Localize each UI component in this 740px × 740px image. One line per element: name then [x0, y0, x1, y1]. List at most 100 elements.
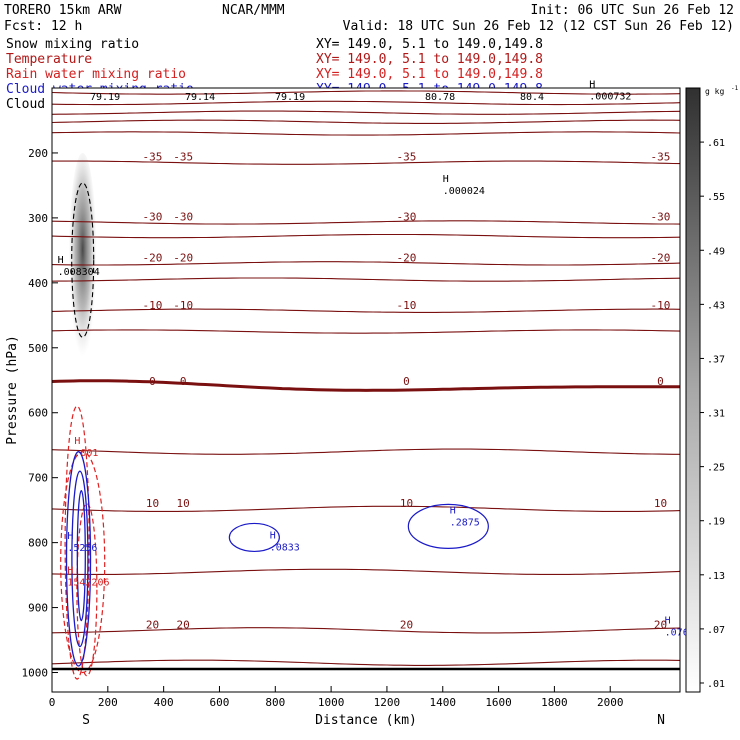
field-coords: XY= 149.0, 5.1 to 149.0,149.8 [316, 67, 543, 82]
temperature-contours: -35 -35 -35 -35-30 -30 -30 -30-20 -20 -20 -20-10-… [51, 90, 681, 666]
rain-contour [60, 451, 106, 674]
colorbar-tick-label: .49 [707, 246, 725, 257]
x-tick-label: 200 [98, 696, 118, 709]
x-tick-label: 0 [49, 696, 56, 709]
y-tick-label: 300 [28, 212, 48, 225]
isotherm-line [51, 308, 681, 313]
max-value-label: .5256 [67, 543, 97, 554]
max-marker: H [74, 436, 80, 447]
isotherm-label: 10 [177, 497, 190, 510]
init-time: Init: 06 UTC Sun 26 Feb 12 [531, 3, 735, 18]
x-tick-label: 1200 [374, 696, 401, 709]
endpoint-left: S [82, 713, 90, 728]
y-tick-label: 500 [28, 342, 48, 355]
y-tick-label: 900 [28, 602, 48, 615]
x-tick-label: 2000 [597, 696, 624, 709]
colorbar-tick-label: .61 [707, 138, 725, 149]
isotherm-label: 10 [654, 497, 667, 510]
max-marker: H [665, 615, 671, 626]
isotherm-line [51, 220, 681, 225]
y-tick-label: 800 [28, 537, 48, 550]
isotherm-line [51, 100, 681, 106]
max-marker: H [450, 506, 456, 517]
max-value-label: .000732 [589, 92, 631, 103]
isotherm-label: -30 [651, 210, 671, 223]
isotherm-label: 20 [400, 618, 413, 631]
isotherm-label: -30 [143, 210, 163, 223]
max-value-label: .001 [74, 448, 98, 459]
isotherm-label: 0 [657, 375, 664, 388]
x-tick-label: 1400 [430, 696, 457, 709]
cloud-water-contours [65, 451, 489, 667]
y-tick-label: 400 [28, 277, 48, 290]
isotherm-label: 0 [180, 375, 187, 388]
top-row-value: 80.4 [520, 92, 544, 103]
snow-shading-column [68, 152, 97, 368]
colorbar-tick-label: .07 [707, 625, 725, 636]
isotherm-line [51, 119, 681, 124]
isotherm-line [51, 131, 681, 136]
rain-contours [60, 405, 106, 680]
isotherm-line [51, 329, 681, 334]
top-row-values: 79.19 79.14 79.19 80.78 80.4 [90, 92, 544, 103]
model-title: TORERO 15km ARW [4, 3, 122, 18]
cloud-water-contour [76, 490, 86, 622]
colorbar-tick-label: .19 [707, 517, 725, 528]
max-marker: H [443, 174, 449, 185]
isotherm-label: -10 [173, 299, 193, 312]
y-tick-label: 700 [28, 472, 48, 485]
isotherm-label: -10 [143, 299, 163, 312]
x-axis-title: Distance (km) [315, 713, 417, 728]
axes: 0 200 400 600 800 1000 1200 1400 1600 1800 2000200… [22, 147, 624, 709]
isotherm-label: -35 [173, 151, 193, 164]
top-row-value: 79.19 [275, 92, 305, 103]
isotherm-line [51, 233, 681, 239]
colorbar-tick-label: .43 [707, 300, 725, 311]
field-coords: XY= 149.0, 5.1 to 149.0,149.8 [316, 52, 543, 67]
isotherm-line [51, 448, 680, 455]
x-tick-label: 1000 [318, 696, 345, 709]
colorbar-tick-label: .55 [707, 192, 725, 203]
rain-contour [64, 405, 90, 680]
colorbar-tick-label: .13 [707, 571, 725, 582]
isotherm-label: -20 [651, 251, 671, 264]
isotherm-label: -35 [651, 151, 671, 164]
y-tick-label: 1000 [22, 667, 49, 680]
max-marker: H [589, 80, 595, 91]
cloud-water-contour [228, 522, 280, 553]
field-name: Rain water mixing ratio [6, 67, 186, 82]
max-value-label: 1542206 [67, 577, 109, 588]
y-axis-title: Pressure (hPa) [5, 335, 20, 445]
isotherm-label: -30 [397, 210, 417, 223]
isotherm-label: 20 [146, 618, 159, 631]
isotherm-label: -20 [143, 251, 163, 264]
field-coords: XY= 149.0, 5.1 to 149.0,149.8 [316, 37, 543, 52]
x-tick-label: 800 [265, 696, 285, 709]
endpoint-right: N [657, 713, 665, 728]
isotherm-line [51, 505, 681, 512]
isotherm-label: -10 [397, 299, 417, 312]
plot-area: -35 -35 -35 -35-30 -30 -30 -30-20 -20 -20 -20-10-… [51, 80, 695, 693]
colorbar-ramp [685, 87, 701, 693]
y-tick-label: 600 [28, 407, 48, 420]
x-tick-label: 1800 [541, 696, 568, 709]
colorbar: g kg -1 .01 .07 .13 .19 .25 .31 .37 .43 .49 .55 .6… [685, 85, 739, 693]
cloud-water-contour [65, 451, 92, 667]
isotherm-label: 10 [400, 497, 413, 510]
max-value-label: .2875 [450, 518, 480, 529]
max-marker: H [67, 565, 73, 576]
colorbar-unit-exponent: -1 [731, 85, 739, 92]
x-tick-label: 600 [210, 696, 230, 709]
forecast-hour: Fcst: 12 h [4, 19, 82, 34]
isotherm-label: -30 [173, 210, 193, 223]
x-tick-label: 400 [154, 696, 174, 709]
cloud-water-contour [71, 470, 89, 648]
field-name: Temperature [6, 52, 92, 67]
x-tick-label: 1600 [485, 696, 512, 709]
isotherm-label: 10 [146, 497, 159, 510]
cloud-water-contour [407, 503, 489, 549]
isotherm-line [51, 659, 681, 666]
max-value-label: .008304 [58, 267, 100, 278]
max-marker: H [58, 255, 64, 266]
